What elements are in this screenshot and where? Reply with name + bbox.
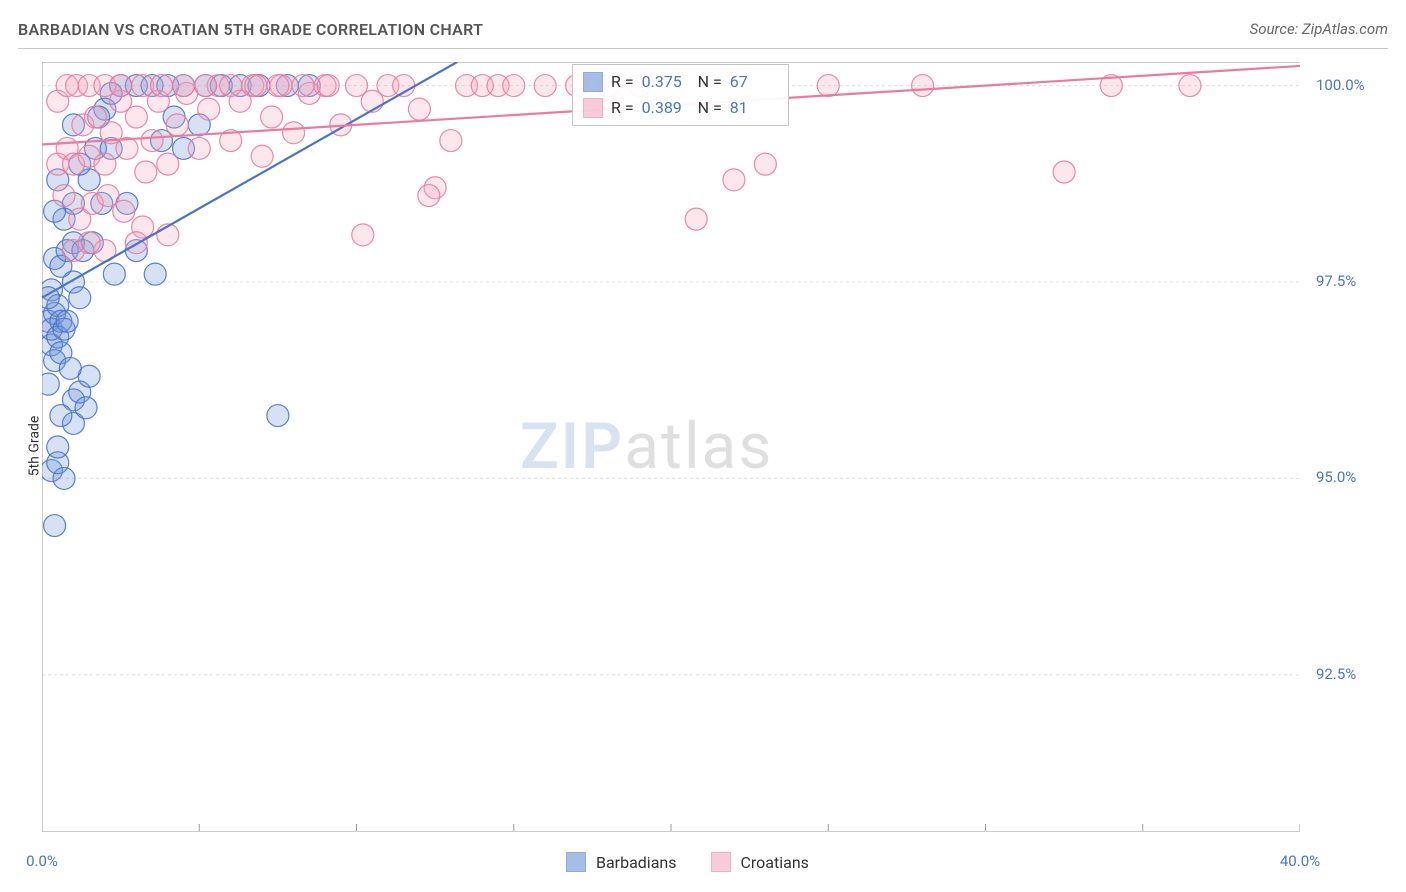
y-tick-label: 97.5% [1316, 272, 1396, 290]
legend-r-label: R = [611, 95, 634, 121]
x-tick-label: 40.0% [1265, 852, 1335, 870]
legend-swatch [566, 852, 586, 872]
correlation-legend: R = 0.375 N = 67 R = 0.389 N = 81 [572, 64, 789, 126]
y-tick-label: 100.0% [1316, 76, 1396, 94]
legend-n-value: 67 [730, 69, 778, 95]
legend-n-label: N = [698, 69, 722, 95]
legend-row: R = 0.389 N = 81 [583, 95, 778, 121]
legend-row: R = 0.375 N = 67 [583, 69, 778, 95]
chart-source: Source: ZipAtlas.com [1250, 20, 1388, 38]
plot-area: ZIPatlas R =0.375N =67R =0.389N =81 Barb… [42, 62, 1300, 832]
legend-r-value: 0.375 [642, 69, 690, 95]
legend-swatch [583, 72, 603, 92]
scatter-svg [42, 62, 1300, 832]
legend-swatch [583, 98, 603, 118]
legend-r-label: R = [611, 69, 634, 95]
legend-n-value: 81 [730, 95, 778, 121]
y-tick-label: 92.5% [1316, 665, 1396, 683]
legend-series-label: Barbadians [596, 853, 677, 872]
legend-r-value: 0.389 [642, 95, 690, 121]
x-tick-label: 0.0% [7, 852, 77, 870]
legend-swatch [711, 852, 731, 872]
series-legend: Barbadians Croatians [566, 852, 833, 872]
legend-n-label: N = [698, 95, 722, 121]
legend-series-label: Croatians [741, 853, 809, 872]
y-tick-label: 95.0% [1316, 468, 1396, 486]
y-axis-label: 5th Grade [26, 416, 42, 477]
chart-title: BARBADIAN VS CROATIAN 5TH GRADE CORRELAT… [18, 20, 483, 39]
chart-header: BARBADIAN VS CROATIAN 5TH GRADE CORRELAT… [18, 20, 1388, 49]
